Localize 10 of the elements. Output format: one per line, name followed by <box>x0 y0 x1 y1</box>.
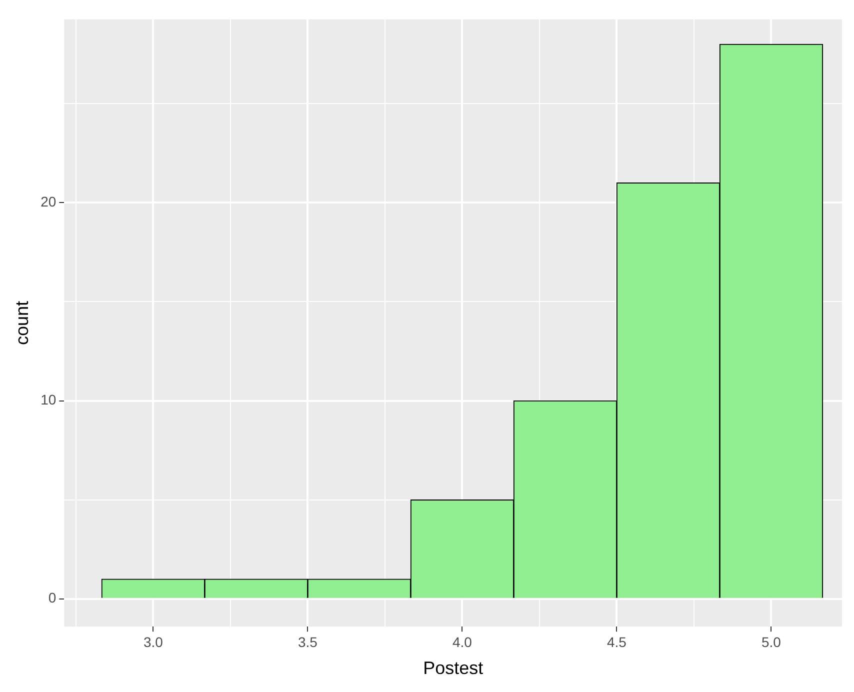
x-axis-title: Postest <box>423 658 484 678</box>
x-tick-label: 4.5 <box>606 634 627 650</box>
y-tick-label: 20 <box>40 194 56 210</box>
x-tick-label: 3.5 <box>298 634 318 650</box>
y-tick-label: 10 <box>40 392 56 408</box>
x-tick-label: 4.0 <box>452 634 472 650</box>
x-tick-label: 3.0 <box>143 634 164 650</box>
y-tick-label: 0 <box>48 590 56 606</box>
y-axis-title: count <box>12 300 32 346</box>
x-tick-label: 5.0 <box>762 634 782 650</box>
